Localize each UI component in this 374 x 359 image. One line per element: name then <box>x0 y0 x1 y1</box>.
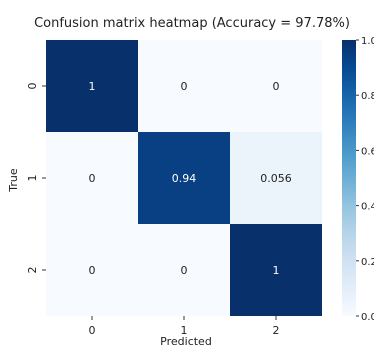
cell-value-label-1-1: 0.94 <box>172 172 197 185</box>
cell-value-label-0-0: 1 <box>89 80 96 93</box>
cell-value-label-2-1: 0 <box>181 264 188 277</box>
y-tick-label-1: 1 <box>26 175 39 182</box>
x-tick-label-1: 1 <box>181 324 188 337</box>
colorbar-tick-label-5: 1.0 <box>361 36 374 47</box>
x-axis-label: Predicted <box>160 335 212 348</box>
heatmap-cell-1-1 <box>138 132 230 224</box>
y-axis-ticks: 0 1 2 <box>26 83 46 274</box>
colorbar-tick-label-0: 0.0 <box>361 312 374 323</box>
heatmap-cell-0-2 <box>230 40 322 132</box>
cell-value-label-2-2: 1 <box>273 264 280 277</box>
colorbar: 0.0 0.2 0.4 0.6 0.8 1.0 <box>342 36 374 323</box>
heatmap-cell-2-0 <box>46 224 138 316</box>
colorbar-gradient <box>342 40 356 316</box>
x-axis-ticks: 0 1 2 <box>89 316 280 337</box>
x-tick-label-2: 2 <box>273 324 280 337</box>
y-tick-label-2: 2 <box>26 267 39 274</box>
chart-title: Confusion matrix heatmap (Accuracy = 97.… <box>34 16 350 31</box>
cell-value-label-1-2: 0.056 <box>260 172 292 185</box>
heatmap-cell-1-2 <box>230 132 322 224</box>
cell-value-label-1-0: 0 <box>89 172 96 185</box>
heatmap-cell-2-1 <box>138 224 230 316</box>
cell-value-label-0-2: 0 <box>273 80 280 93</box>
heatmap-cell-0-0 <box>46 40 138 132</box>
colorbar-tick-label-3: 0.6 <box>361 146 374 157</box>
colorbar-tick-label-4: 0.8 <box>361 91 374 102</box>
y-tick-label-0: 0 <box>26 83 39 90</box>
cell-value-label-0-1: 0 <box>181 80 188 93</box>
heatmap-cell-2-2 <box>230 224 322 316</box>
colorbar-tick-label-2: 0.4 <box>361 202 374 213</box>
cell-value-label-2-0: 0 <box>89 264 96 277</box>
colorbar-tick-label-1: 0.2 <box>361 257 374 268</box>
x-tick-label-0: 0 <box>89 324 96 337</box>
y-axis-label: True <box>7 168 20 193</box>
heatmap-cells: 1 0 0 0 0.94 0.056 0 0 1 <box>46 40 322 316</box>
heatmap-cell-1-0 <box>46 132 138 224</box>
heatmap-cell-0-1 <box>138 40 230 132</box>
